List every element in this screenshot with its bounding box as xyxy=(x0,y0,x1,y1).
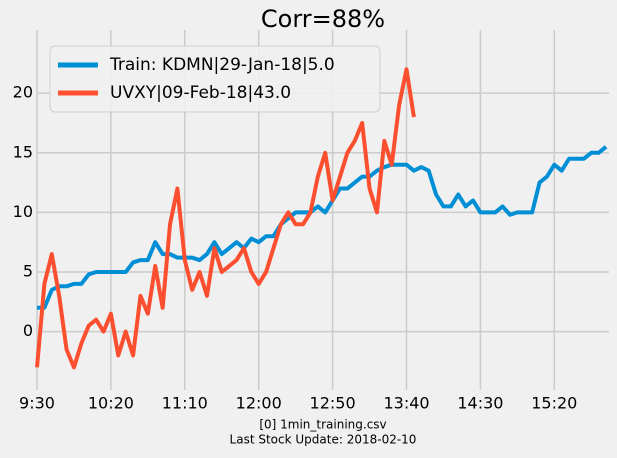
x-tick-label: 9:30 xyxy=(19,394,55,413)
legend: Train: KDMN|29-Jan-18|5.0 UVXY|09-Feb-18|… xyxy=(49,45,381,113)
y-tick-label: 15 xyxy=(13,142,33,161)
legend-box xyxy=(49,45,381,113)
chart-title: Corr=88% xyxy=(261,5,385,33)
x-tick-label: 12:00 xyxy=(236,394,282,413)
y-tick-label: 10 xyxy=(13,202,33,221)
x-tick-label: 11:10 xyxy=(162,394,208,413)
x-tick-label: 13:40 xyxy=(383,394,429,413)
y-tick-label: 20 xyxy=(13,83,33,102)
y-tick-label: 0 xyxy=(23,321,33,340)
y-tick-label: 5 xyxy=(23,261,33,280)
x-tick-label: 14:30 xyxy=(457,394,503,413)
x-tick-label: 15:20 xyxy=(531,394,577,413)
legend-label: Train: KDMN|29-Jan-18|5.0 xyxy=(109,55,335,75)
line-series xyxy=(37,145,608,310)
legend-label: UVXY|09-Feb-18|43.0 xyxy=(110,83,291,103)
x-axis-label: Last Stock Update: 2018-02-10 xyxy=(230,433,417,447)
line-series xyxy=(35,67,416,370)
x-tick-label: 10:20 xyxy=(88,394,134,413)
x-axis-label: [0] 1min_training.csv xyxy=(259,418,386,432)
x-tick-label: 12:50 xyxy=(310,394,356,413)
